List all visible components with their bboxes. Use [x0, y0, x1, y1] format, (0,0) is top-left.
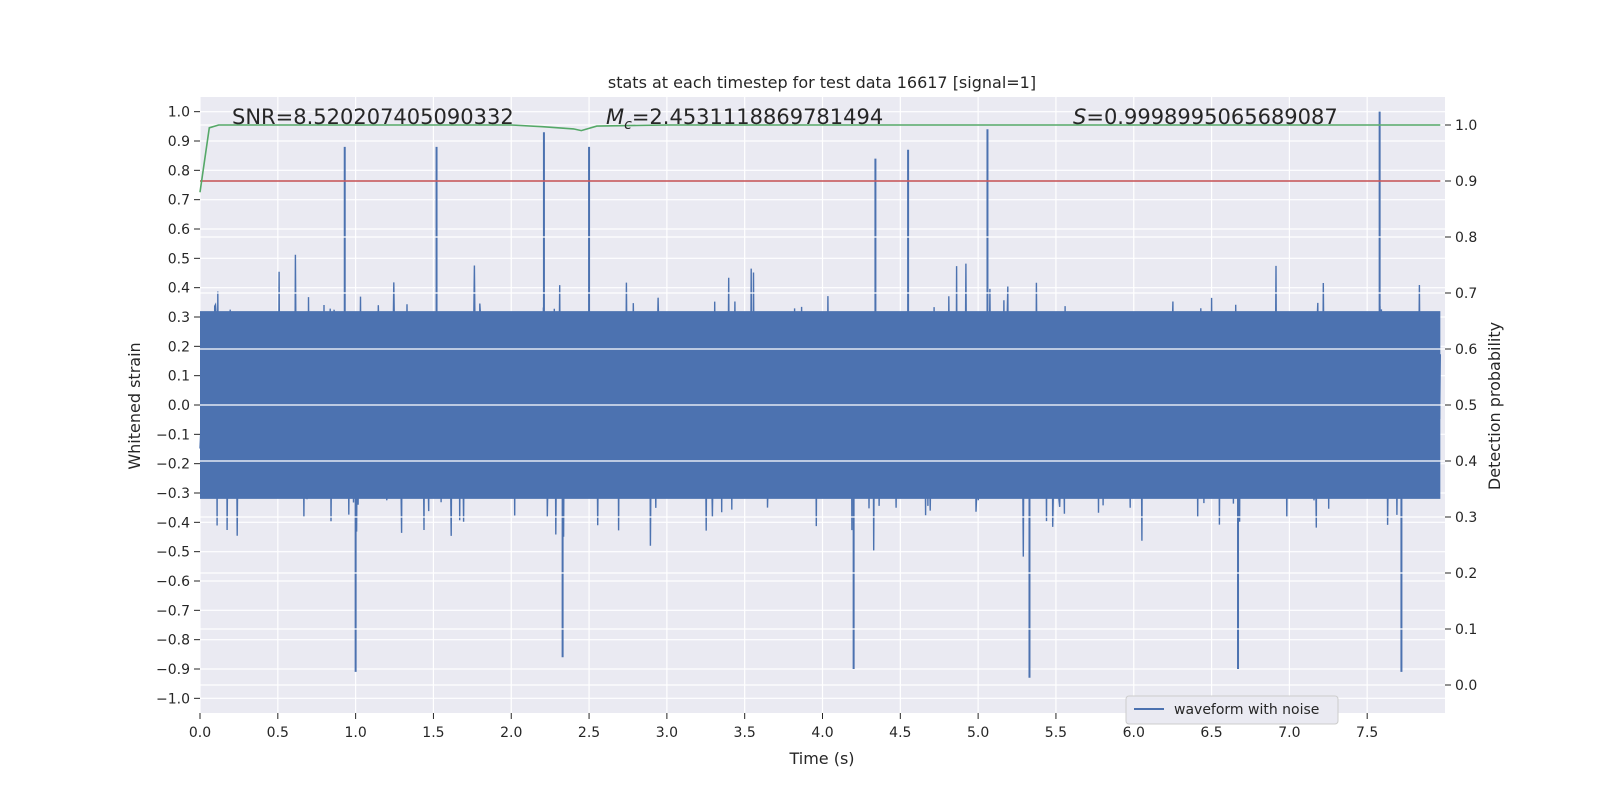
y-tick-label-left: 0.8 — [168, 163, 190, 179]
y-tick-label-right: 0.5 — [1455, 398, 1477, 414]
y-tick-label-left: −0.9 — [156, 662, 190, 678]
chirp-mass-subscript: c — [624, 117, 632, 133]
y-tick-label-left: −0.4 — [156, 515, 190, 531]
x-tick-label: 5.0 — [967, 725, 989, 741]
chirp-mass-value: =2.4531118869781494 — [632, 105, 883, 129]
y-tick-label-left: −0.7 — [156, 603, 190, 619]
x-tick-label: 0.5 — [267, 725, 289, 741]
snr-annotation: SNR=8.520207405090332 — [232, 105, 514, 129]
y-tick-label-left: 0.4 — [168, 281, 190, 297]
y-tick-label-right: 0.9 — [1455, 174, 1477, 190]
y-tick-label-right: 0.7 — [1455, 286, 1477, 302]
y-tick-label-right: 0.2 — [1455, 566, 1477, 582]
y-tick-label-left: 0.0 — [168, 398, 190, 414]
y-tick-label-left: −0.5 — [156, 545, 190, 561]
y-tick-label-left: −0.2 — [156, 457, 190, 473]
y-tick-label-left: 1.0 — [168, 105, 190, 121]
y-tick-label-left: −0.3 — [156, 486, 190, 502]
y-tick-label-left: 0.3 — [168, 310, 190, 326]
x-tick-label: 3.5 — [734, 725, 756, 741]
detection-probability-line — [199, 124, 1441, 193]
x-tick-label: 1.5 — [422, 725, 444, 741]
legend: waveform with noise — [1125, 695, 1339, 725]
chirp-mass-annotation: Mc=2.4531118869781494 — [606, 105, 883, 133]
chart-title: stats at each timestep for test data 166… — [608, 73, 1036, 92]
y-tick-label-left: −0.1 — [156, 427, 190, 443]
x-tick-label: 7.5 — [1356, 725, 1378, 741]
x-tick-label: 2.5 — [578, 725, 600, 741]
y-tick-label-right: 0.4 — [1455, 454, 1477, 470]
x-tick-label: 5.5 — [1045, 725, 1067, 741]
y-tick-label-left: −0.6 — [156, 574, 190, 590]
ticks: 0.0 0.5 1.0 1.5 2.0 2.5 3.0 3.5 4.0 4.5 5.0 5.5 6.0 6… — [156, 105, 1477, 741]
y-tick-label-right: 0.8 — [1455, 230, 1477, 246]
x-tick-label: 7.0 — [1278, 725, 1300, 741]
y-tick-label-left: 0.9 — [168, 134, 190, 150]
y-tick-label-left: 0.5 — [168, 251, 190, 267]
y-tick-label-right: 0.1 — [1455, 622, 1477, 638]
y-tick-label-left: −0.8 — [156, 633, 190, 649]
y-tick-label-left: 0.2 — [168, 339, 190, 355]
y-tick-label-left: 0.7 — [168, 193, 190, 209]
x-tick-label: 6.0 — [1123, 725, 1145, 741]
y-tick-label-left: 0.6 — [168, 222, 190, 238]
y-axis-label-right: Detection probability — [1485, 322, 1504, 490]
x-tick-label: 6.5 — [1200, 725, 1222, 741]
y-tick-label-right: 0.3 — [1455, 510, 1477, 526]
y-axis-label-left: Whitened strain — [125, 342, 144, 469]
x-tick-label: 4.0 — [811, 725, 833, 741]
y-tick-label-right: 1.0 — [1455, 118, 1477, 134]
x-tick-label: 1.0 — [344, 725, 366, 741]
x-tick-label: 2.0 — [500, 725, 522, 741]
probability-series — [199, 124, 1441, 193]
x-tick-label: 3.0 — [656, 725, 678, 741]
y-tick-label-right: 0.6 — [1455, 342, 1477, 358]
legend-label: waveform with noise — [1174, 702, 1319, 718]
x-axis-label: Time (s) — [788, 749, 854, 768]
x-tick-label: 4.5 — [889, 725, 911, 741]
x-tick-label: 0.0 — [189, 725, 211, 741]
y-tick-label-left: −1.0 — [156, 691, 190, 707]
statistic-value: =0.9998995065689087 — [1086, 105, 1337, 129]
y-tick-label-left: 0.1 — [168, 369, 190, 385]
y-tick-label-right: 0.0 — [1455, 678, 1477, 694]
chirp-mass-symbol: M — [606, 105, 624, 129]
legend-box — [1125, 695, 1339, 725]
snr-statistic-annotation: S=0.9998995065689087 — [1073, 105, 1338, 129]
statistic-symbol: S — [1073, 105, 1086, 129]
